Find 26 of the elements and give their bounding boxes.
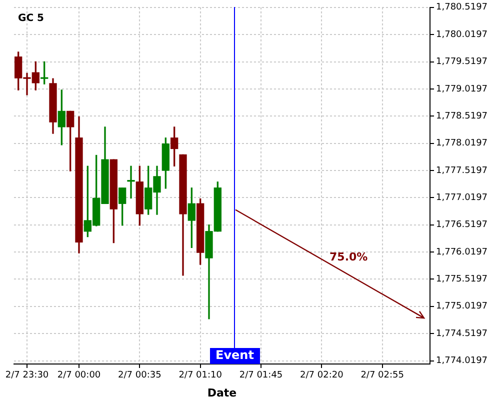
y-tick-label: 1,780.5197 xyxy=(436,2,488,13)
x-tick-label: 2/7 01:45 xyxy=(239,370,283,381)
y-tick-label: 1,775.0197 xyxy=(436,302,488,312)
annotation: 75.0% xyxy=(330,250,368,264)
x-tick-label: 2/7 01:10 xyxy=(178,370,222,381)
x-tick-label: 2/7 02:20 xyxy=(300,370,344,381)
text: GC 5 xyxy=(18,12,44,24)
x-tick-label: 2/7 23:30 xyxy=(5,370,49,381)
y-tick-label: 1,776.0197 xyxy=(436,247,488,258)
y-tick-label: 1,779.5197 xyxy=(436,57,488,68)
y-tick-label: 1,774.0197 xyxy=(436,356,488,366)
y-tick-label: 1,775.5197 xyxy=(436,274,488,285)
candlestick xyxy=(127,166,135,199)
x-tick-label: 2/7 00:35 xyxy=(118,370,162,381)
x-tick-label: 2/7 00:00 xyxy=(57,370,101,381)
x-tick-label: 2/7 02:55 xyxy=(360,370,404,381)
y-tick-label: 1,780.0197 xyxy=(436,30,488,40)
x-axis-title: Date xyxy=(207,386,237,400)
y-tick-label: 1,774.5197 xyxy=(436,328,488,339)
y-tick-label: 1,777.0197 xyxy=(436,193,488,204)
y-tick-label: 1,778.5197 xyxy=(436,111,488,122)
annotation: Event xyxy=(210,348,260,364)
y-tick-label: 1,777.5197 xyxy=(436,166,488,176)
y-tick-label: 1,776.5197 xyxy=(436,220,488,230)
y-tick-label: 1,778.0197 xyxy=(436,138,488,149)
y-tick-label: 1,779.0197 xyxy=(436,84,488,94)
